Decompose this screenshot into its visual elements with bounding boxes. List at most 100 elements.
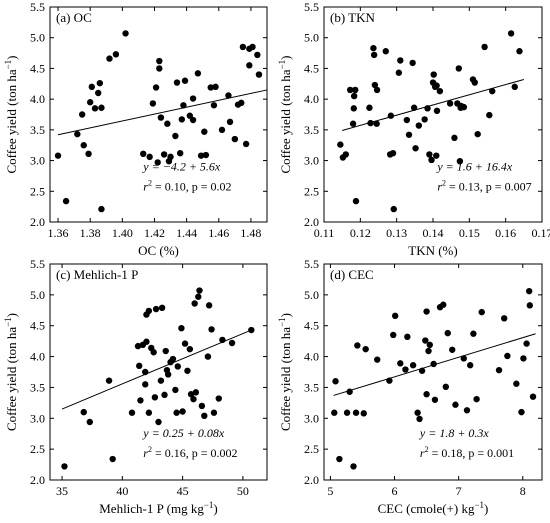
data-point (95, 89, 102, 97)
data-point (414, 409, 421, 416)
data-point (460, 103, 468, 111)
data-point (187, 391, 195, 398)
axis-ticks: 35 40 45 50 2.0 2.5 3.0 3.5 4.0 4.5 5.0 5.5 (30, 257, 267, 498)
data-point (136, 362, 143, 370)
data-point (352, 86, 359, 94)
data-point (520, 355, 527, 362)
data-point (442, 383, 450, 391)
data-point (352, 197, 360, 205)
x-tick-label: 45 (177, 484, 189, 498)
data-point (161, 391, 168, 399)
data-point (421, 116, 428, 123)
data-point (202, 151, 210, 159)
data-point (225, 92, 232, 99)
data-point (164, 120, 171, 127)
regression-equation: y = 1.8 + 0.3x (419, 426, 490, 440)
data-point (511, 83, 518, 91)
data-point (238, 99, 245, 107)
data-point (140, 150, 147, 158)
y-tick-label: 5.0 (30, 288, 45, 302)
y-tick-label: 4.0 (304, 92, 319, 106)
regression-stats: r2 = 0.13, p = 0.007 (437, 178, 531, 193)
y-tick-label: 2.5 (30, 442, 45, 456)
panel-mehlich-p: 35 40 45 50 2.0 2.5 3.0 3.5 4.0 4.5 5.0 5.5 (c) Meh… (3, 257, 268, 516)
data-point (416, 415, 423, 423)
data-point (415, 122, 423, 129)
data-point (181, 77, 189, 84)
data-point (350, 105, 357, 112)
data-point (215, 395, 222, 402)
x-tick-label: 1.42 (144, 226, 165, 240)
data-point (98, 104, 105, 111)
y-axis-label: Coffee yield (ton ha−1) (3, 55, 19, 173)
data-point (197, 152, 205, 159)
x-tick-label: 8 (520, 484, 526, 498)
data-point (249, 43, 256, 51)
regression-equation: y = 1.6 + 16.4x (436, 159, 513, 173)
data-point (423, 308, 430, 315)
x-tick-label: 1.38 (80, 226, 101, 240)
x-tick-label: 0.15 (459, 226, 480, 240)
data-point (204, 353, 212, 360)
data-point (150, 349, 157, 356)
data-point (80, 408, 87, 416)
trend-layer (61, 329, 252, 410)
panel-oc: 1.36 1.38 1.40 1.42 1.44 1.46 1.48 2.0 2.5 3.0 3.5… (3, 0, 268, 258)
data-point (346, 388, 353, 395)
data-point (336, 455, 343, 463)
data-point (433, 107, 441, 115)
data-point (405, 131, 413, 138)
data-point (455, 65, 462, 72)
x-tick-label: 0.16 (495, 226, 516, 240)
data-point (207, 84, 214, 91)
data-point (178, 324, 185, 332)
y-tick-label: 2.0 (304, 473, 319, 487)
data-point (160, 151, 168, 158)
data-point (219, 336, 226, 344)
panel-tkn: 0.11 0.12 0.13 0.14 0.15 0.16 0.17 2.0 2.5 3.0 3.5… (277, 0, 550, 258)
data-point (228, 339, 236, 347)
data-point (194, 70, 202, 77)
x-tick-label: 0.17 (532, 226, 550, 240)
axis-ticks: 5 6 7 8 2.0 2.5 3.0 3.5 4.0 4.5 5.0 5.5 (304, 257, 542, 498)
data-point (444, 329, 451, 337)
data-point (173, 79, 181, 86)
data-point (184, 367, 191, 374)
x-tick-label: 50 (237, 484, 249, 498)
data-point (513, 380, 520, 387)
data-point (106, 55, 113, 62)
data-point (389, 150, 397, 157)
data-point (62, 197, 70, 205)
data-point (409, 59, 416, 67)
data-point (152, 305, 160, 313)
data-point (387, 112, 395, 119)
data-point (105, 377, 113, 384)
x-axis-label: TKN (%) (408, 243, 457, 258)
x-tick-label: 1.40 (112, 226, 133, 240)
data-point (430, 71, 437, 78)
data-point (155, 418, 162, 426)
data-point (410, 104, 418, 111)
data-point (504, 352, 511, 360)
data-point (390, 205, 397, 213)
y-tick-label: 5.0 (30, 31, 45, 45)
data-point (452, 401, 459, 408)
data-point (61, 463, 68, 470)
data-points (331, 287, 537, 470)
data-point (428, 156, 435, 164)
data-point (151, 394, 159, 401)
data-point (201, 128, 208, 135)
data-point (425, 347, 432, 355)
regression-equation: y = 0.25 + 0.08x (142, 426, 225, 440)
data-point (173, 409, 180, 416)
data-point (370, 51, 378, 59)
data-point (426, 341, 433, 349)
data-point (486, 111, 493, 119)
data-point (343, 409, 351, 416)
axis-ticks: 0.11 0.12 0.13 0.14 0.15 0.16 0.17 2.0 2.5 3.0 3.5… (304, 0, 550, 240)
data-point (518, 408, 525, 416)
data-point (474, 130, 481, 138)
trend-line (61, 329, 252, 410)
data-point (495, 366, 503, 374)
data-point (424, 105, 431, 112)
